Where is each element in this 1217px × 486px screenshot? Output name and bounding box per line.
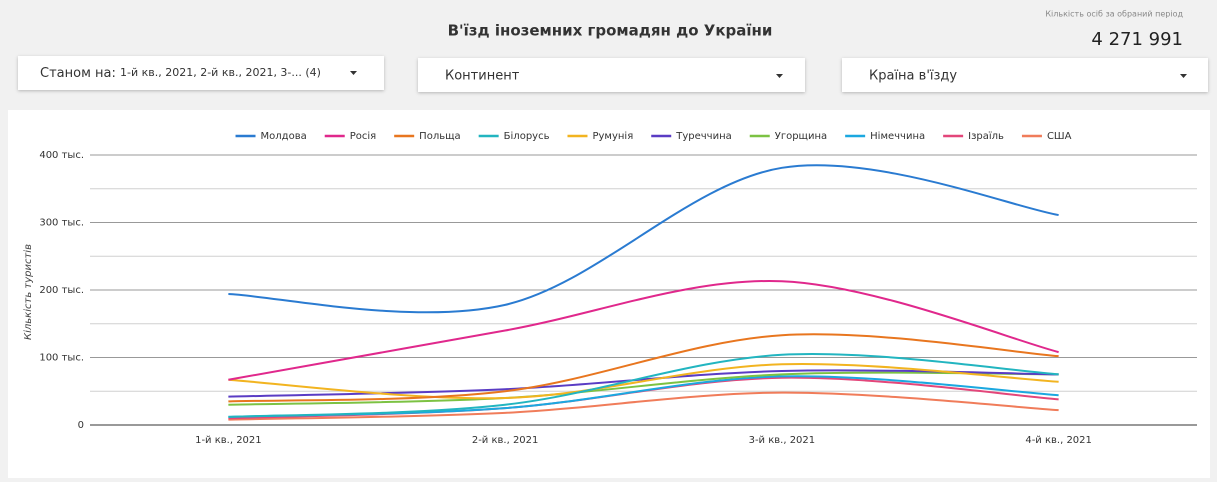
filter-label: Континент [445,69,520,84]
x-tick-label: 2-й кв., 2021 [472,435,539,446]
y-tick-label: 0 [78,420,84,431]
series-line [228,279,1059,381]
title: В'їзд іноземних громадян до України [448,22,773,40]
legend-label: Білорусь [504,130,550,142]
y-tick-label: 100 тыс. [39,353,84,364]
period-filter[interactable] [18,56,384,90]
chart-panel [8,110,1210,478]
x-tick-label: 1-й кв., 2021 [195,435,262,446]
x-tick-label: 3-й кв., 2021 [749,435,816,446]
legend-label: Румунія [592,130,633,142]
legend-label: Молдова [261,131,307,142]
series-line [228,391,1059,421]
continent-filter[interactable] [418,58,805,92]
series-line [228,333,1059,403]
kpi-label: Кількість осіб за обраний період [1045,10,1183,19]
series-line [228,353,1059,418]
dropdown-arrow [1180,74,1187,78]
filter-label: Станом на: 1-й кв., 2021, 2-й кв., 2021,… [40,66,321,81]
y-axis-label: Кількість туристів [22,244,34,340]
series-line [228,362,1059,400]
filter-label: Станом на: [40,66,116,81]
series-line [228,164,1059,314]
y-tick-label: 200 тыс. [39,285,84,296]
legend-label: США [1047,131,1072,142]
filter-label: Країна в'їзду [869,69,957,84]
dropdown-arrow [350,71,357,75]
legend-label: Німеччина [870,130,925,142]
filter-value: 1-й кв., 2021, 2-й кв., 2021, 3-... (4) [120,66,321,79]
legend-label: Росія [350,130,376,142]
legend-label: Туреччина [675,131,732,142]
y-tick-label: 300 тыс. [39,218,84,229]
country-filter[interactable] [842,58,1208,92]
legend-label: Ізраїль [968,131,1004,142]
legend: Молдова Росія Польща Білорусь Румунія Туреччи… [235,130,1072,142]
dropdown-arrow [776,74,783,78]
kpi-value: 4 271 991 [1091,29,1183,50]
legend-label: Угорщина [775,131,827,142]
y-tick-label: 400 тыс. [39,150,84,161]
x-tick-label: 4-й кв., 2021 [1025,435,1092,446]
series-line [228,371,1059,406]
legend-label: Польща [419,131,460,142]
